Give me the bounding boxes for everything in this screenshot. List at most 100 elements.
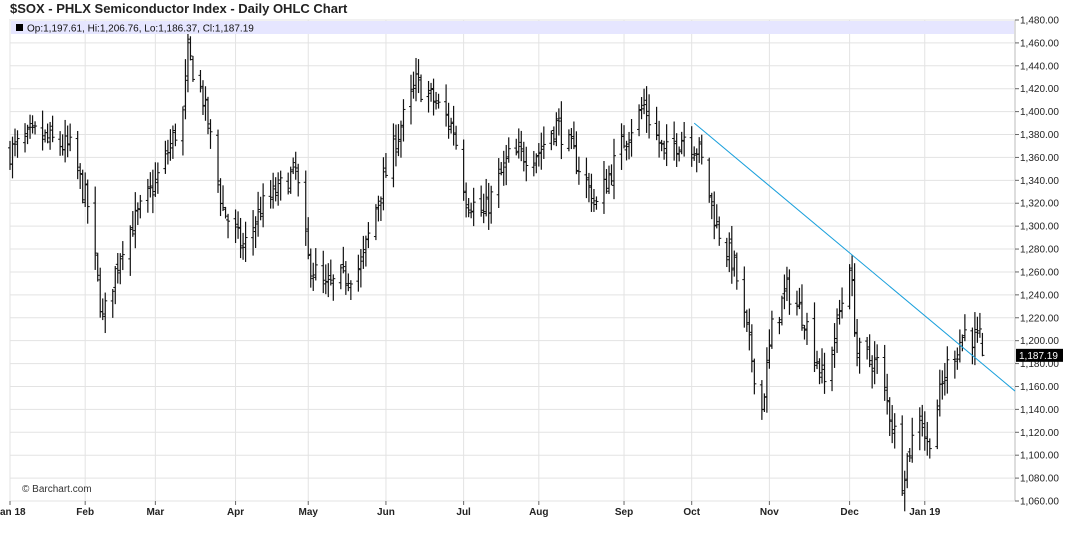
ohlc-bar xyxy=(647,94,652,139)
ohlc-bar xyxy=(642,88,647,115)
ohlc-bar xyxy=(957,329,962,363)
y-tick-label: 1,460.00 xyxy=(1020,38,1059,49)
ohlc-bar xyxy=(586,172,591,203)
y-tick-label: 1,160.00 xyxy=(1020,382,1059,393)
ohlc-bar xyxy=(341,246,346,274)
ohlc-bar xyxy=(205,96,210,135)
ohlc-bar xyxy=(977,312,982,338)
ohlc-bar xyxy=(328,259,333,286)
ohlc-bar xyxy=(799,284,804,331)
ohlc-bar xyxy=(346,273,351,292)
ohlc-bar xyxy=(216,129,221,193)
ohlc-bar xyxy=(657,120,662,158)
ohlc-bar xyxy=(689,126,694,167)
ohlc-bar xyxy=(68,123,73,152)
ohlc-bar xyxy=(865,336,870,360)
ohlc-bar xyxy=(203,86,208,121)
ohlc-bar xyxy=(724,237,729,268)
ohlc-bar xyxy=(115,252,120,284)
ohlc-bar xyxy=(907,447,912,462)
ohlc-bar xyxy=(83,172,88,207)
ohlc-bar xyxy=(198,69,203,93)
ohlc-bar xyxy=(429,82,434,102)
ohlc-bar xyxy=(28,114,33,139)
ohlc-bar xyxy=(972,312,977,366)
ohlc-bar xyxy=(712,191,717,240)
ohlc-bar xyxy=(293,151,298,180)
ohlc-bar xyxy=(221,185,226,212)
ohlc-bar xyxy=(504,144,509,186)
ohlc-bar xyxy=(654,106,659,141)
ohlc-bar xyxy=(65,125,70,158)
ohlc-bar xyxy=(569,128,574,150)
ohlc-bar xyxy=(451,105,456,146)
ohlc-bar xyxy=(541,126,546,159)
ohlc-bar xyxy=(200,80,205,115)
ohlc-bar xyxy=(258,196,263,221)
ohlc-bar xyxy=(183,59,188,120)
y-tick-label: 1,420.00 xyxy=(1020,84,1059,95)
ohlc-bar xyxy=(787,269,792,315)
ohlc-bar xyxy=(714,204,719,229)
ohlc-bar xyxy=(256,191,261,237)
ohlc-bar xyxy=(401,99,406,142)
ohlc-bar xyxy=(288,166,293,194)
ohlc-bar xyxy=(962,314,967,342)
ohlc-bar xyxy=(797,287,802,310)
ohlc-bar xyxy=(679,131,684,155)
ohlc-bar xyxy=(471,187,476,227)
ohlc-bar xyxy=(606,165,611,194)
ohlc-bar xyxy=(674,133,679,167)
y-tick-label: 1,480.00 xyxy=(1020,16,1059,27)
y-tick-label: 1,180.00 xyxy=(1020,359,1059,370)
ohlc-bar xyxy=(226,213,231,239)
ohlc-bar xyxy=(627,131,632,160)
ohlc-bar xyxy=(769,310,774,349)
ohlc-bar xyxy=(75,130,80,180)
ohlc-bar xyxy=(348,280,353,300)
ohlc-bar xyxy=(23,123,28,153)
ohlc-bar xyxy=(25,124,30,145)
ohlc-bar xyxy=(749,324,754,373)
ohlc-bar xyxy=(857,337,862,374)
ohlc-bar xyxy=(744,309,749,332)
ohlc-bar xyxy=(398,120,403,158)
ohlc-bar xyxy=(138,194,143,219)
x-tick-label: Feb xyxy=(76,507,94,518)
ohlc-bar xyxy=(764,347,769,413)
ohlc-bar xyxy=(496,158,501,209)
y-tick-label: 1,100.00 xyxy=(1020,451,1059,462)
ohlc-bar xyxy=(484,178,489,217)
ohlc-bar xyxy=(163,140,168,174)
ohlc-bar xyxy=(534,153,539,174)
plot-area xyxy=(9,19,1016,502)
x-tick-label: Nov xyxy=(760,507,779,518)
y-tick-label: 1,400.00 xyxy=(1020,107,1059,118)
ohlc-bar xyxy=(466,198,471,218)
ohlc-bar xyxy=(945,346,950,394)
ohlc-bar xyxy=(812,302,817,373)
ohlc-bar xyxy=(524,146,529,182)
ohlc-bar xyxy=(78,163,83,189)
ohlc-bar xyxy=(426,80,431,113)
ohlc-bar xyxy=(835,308,840,353)
y-tick-label: 1,260.00 xyxy=(1020,267,1059,278)
ohlc-bar xyxy=(128,225,133,276)
last-price-label: 1,187.19 xyxy=(1019,351,1058,362)
ohlc-bar xyxy=(609,164,614,186)
ohlc-bar xyxy=(559,101,564,160)
ohlc-bar xyxy=(396,124,401,157)
grid xyxy=(9,19,1015,502)
ohlc-bar xyxy=(935,399,940,450)
ohlc-bar xyxy=(872,341,877,385)
ohlc-bar xyxy=(113,266,118,305)
ohlc-bar xyxy=(682,121,687,157)
ohlc-bar xyxy=(717,216,722,246)
ohlc-bar xyxy=(815,350,820,370)
ohlc-bar xyxy=(50,115,55,143)
legend-swatch xyxy=(16,24,23,31)
ohlc-bar xyxy=(549,130,554,151)
y-tick-label: 1,320.00 xyxy=(1020,199,1059,210)
ohlc-bar xyxy=(173,123,178,147)
